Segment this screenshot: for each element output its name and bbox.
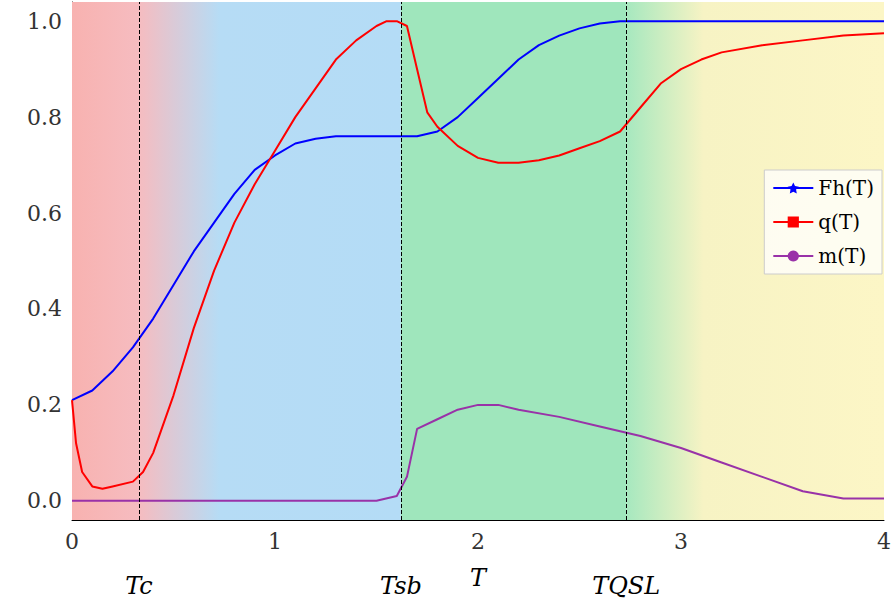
svg-text:1: 1 <box>268 529 282 554</box>
svg-text:0.2: 0.2 <box>27 392 62 417</box>
svg-text:2: 2 <box>471 529 485 554</box>
svg-text:0.0: 0.0 <box>27 488 62 513</box>
svg-text:0.4: 0.4 <box>27 296 62 321</box>
svg-text:4: 4 <box>877 529 891 554</box>
svg-text:0: 0 <box>65 529 79 554</box>
svg-text:0.6: 0.6 <box>27 201 62 226</box>
svg-text:Tsb: Tsb <box>380 572 422 600</box>
svg-text:q(T): q(T) <box>818 210 860 234</box>
svg-text:Fh(T): Fh(T) <box>818 176 874 200</box>
svg-text:m(T): m(T) <box>818 244 866 268</box>
svg-text:1.0: 1.0 <box>27 9 62 34</box>
svg-text:3: 3 <box>674 529 688 554</box>
svg-text:T: T <box>470 564 488 592</box>
svg-text:Tc: Tc <box>125 572 153 600</box>
svg-text:0.8: 0.8 <box>27 105 62 130</box>
svg-text:TQSL: TQSL <box>592 572 660 600</box>
